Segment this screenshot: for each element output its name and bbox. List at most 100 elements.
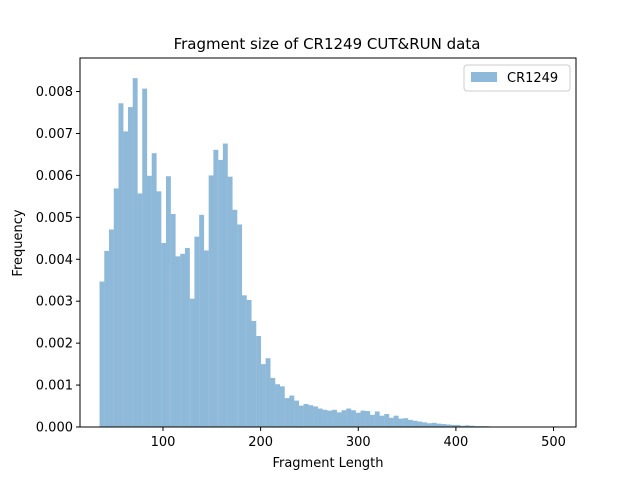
histogram-bar xyxy=(379,415,385,427)
histogram-bar xyxy=(146,175,152,427)
histogram-bar xyxy=(246,299,252,427)
histogram-bar xyxy=(208,175,214,427)
histogram-bar xyxy=(469,425,475,427)
histogram-bar xyxy=(251,320,257,427)
histogram-bar xyxy=(237,224,243,427)
y-tick-label: 0.006 xyxy=(36,169,73,184)
histogram-bar xyxy=(365,411,371,427)
histogram-bar xyxy=(460,425,466,427)
y-tick-label: 0.008 xyxy=(36,85,73,100)
histogram-bar xyxy=(431,422,437,427)
histogram-bar xyxy=(156,191,162,427)
histogram-bar xyxy=(450,424,456,427)
histogram-bar xyxy=(417,421,423,427)
histogram-bar xyxy=(441,424,447,427)
histogram-bar xyxy=(455,424,461,427)
bars-group xyxy=(99,78,513,428)
histogram-bar xyxy=(142,88,148,428)
histogram-bar xyxy=(284,398,290,427)
histogram-bar xyxy=(161,242,167,427)
x-axis-label: Fragment Length xyxy=(272,456,383,471)
histogram-bar xyxy=(422,422,428,427)
histogram-bar xyxy=(227,176,233,427)
legend-swatch xyxy=(471,72,497,82)
histogram-bar xyxy=(327,410,333,427)
histogram-bar xyxy=(332,409,337,427)
histogram-bar xyxy=(412,420,418,427)
histogram-bar xyxy=(99,281,105,427)
y-tick-label: 0.001 xyxy=(36,379,73,394)
histogram-bar xyxy=(113,188,119,427)
histogram-bar xyxy=(265,358,271,427)
histogram-bar xyxy=(170,213,176,427)
histogram-bar xyxy=(336,412,342,427)
legend: CR1249 xyxy=(463,64,571,92)
legend-label: CR1249 xyxy=(507,71,558,86)
histogram-bar xyxy=(270,377,276,427)
x-tick-label: 400 xyxy=(443,435,468,450)
histogram-bar xyxy=(175,256,181,427)
plot-frame xyxy=(79,57,577,428)
y-tick-label: 0.005 xyxy=(36,211,73,226)
histogram-bar xyxy=(445,424,451,427)
histogram-bar xyxy=(289,395,295,427)
histogram-bar xyxy=(194,236,200,427)
histogram-bar xyxy=(123,131,129,427)
histogram-bar xyxy=(384,414,390,427)
chart-title: Fragment size of CR1249 CUT&RUN data xyxy=(174,35,481,53)
histogram-bar xyxy=(398,418,404,427)
y-tick-label: 0.000 xyxy=(36,421,73,436)
histogram-bar xyxy=(256,336,262,427)
histogram-bar xyxy=(137,193,143,427)
histogram-bar xyxy=(260,364,266,427)
y-tick-label: 0.003 xyxy=(36,295,73,310)
histogram-bar xyxy=(275,384,280,427)
histogram-bar xyxy=(317,408,323,427)
histogram-bar xyxy=(355,412,361,427)
y-ticks-group: 0.000 0.001 0.002 0.003 0.004 0.005 0.006 0.007… xyxy=(36,85,80,436)
x-ticks-group: 100 200 300 400 500 xyxy=(151,427,566,450)
histogram-bar xyxy=(374,411,380,427)
histogram-bar xyxy=(341,410,347,427)
histogram-bar xyxy=(184,247,190,427)
histogram-bar xyxy=(393,415,399,427)
x-tick-label: 200 xyxy=(248,435,273,450)
histogram-bar xyxy=(222,143,228,428)
histogram-bar xyxy=(189,298,195,427)
histogram-bar xyxy=(118,103,124,427)
histogram-bar xyxy=(436,423,442,427)
histogram-bar xyxy=(279,386,285,427)
histogram-bar xyxy=(241,295,247,427)
histogram-bar xyxy=(426,423,432,427)
histogram-bar xyxy=(322,409,328,427)
x-tick-label: 100 xyxy=(151,435,176,450)
x-tick-label: 300 xyxy=(346,435,371,450)
x-tick-label: 500 xyxy=(541,435,566,450)
histogram-bar xyxy=(464,425,470,427)
histogram-bar xyxy=(388,417,394,427)
histogram-bar xyxy=(199,214,205,427)
y-tick-label: 0.002 xyxy=(36,337,73,352)
histogram-bar xyxy=(151,153,157,427)
legend-box xyxy=(463,64,571,92)
histogram-bar xyxy=(360,410,366,427)
histogram-bar xyxy=(351,410,356,427)
histogram-bar xyxy=(132,78,138,427)
histogram-bar xyxy=(203,250,209,427)
histogram-bar xyxy=(165,176,171,427)
histogram-bar xyxy=(303,403,309,427)
histogram-bar xyxy=(308,405,314,427)
histogram-bar xyxy=(104,250,110,427)
histogram-bar xyxy=(213,149,219,427)
histogram-bar xyxy=(407,419,413,427)
y-tick-label: 0.007 xyxy=(36,127,73,142)
histogram-bar xyxy=(313,406,318,427)
histogram-bar xyxy=(128,107,133,427)
histogram-bar xyxy=(298,405,304,427)
histogram-bar xyxy=(403,418,409,427)
histogram-bar xyxy=(218,159,224,427)
histogram-bar xyxy=(370,414,375,427)
y-tick-label: 0.004 xyxy=(36,253,73,268)
histogram-bar xyxy=(232,209,238,427)
